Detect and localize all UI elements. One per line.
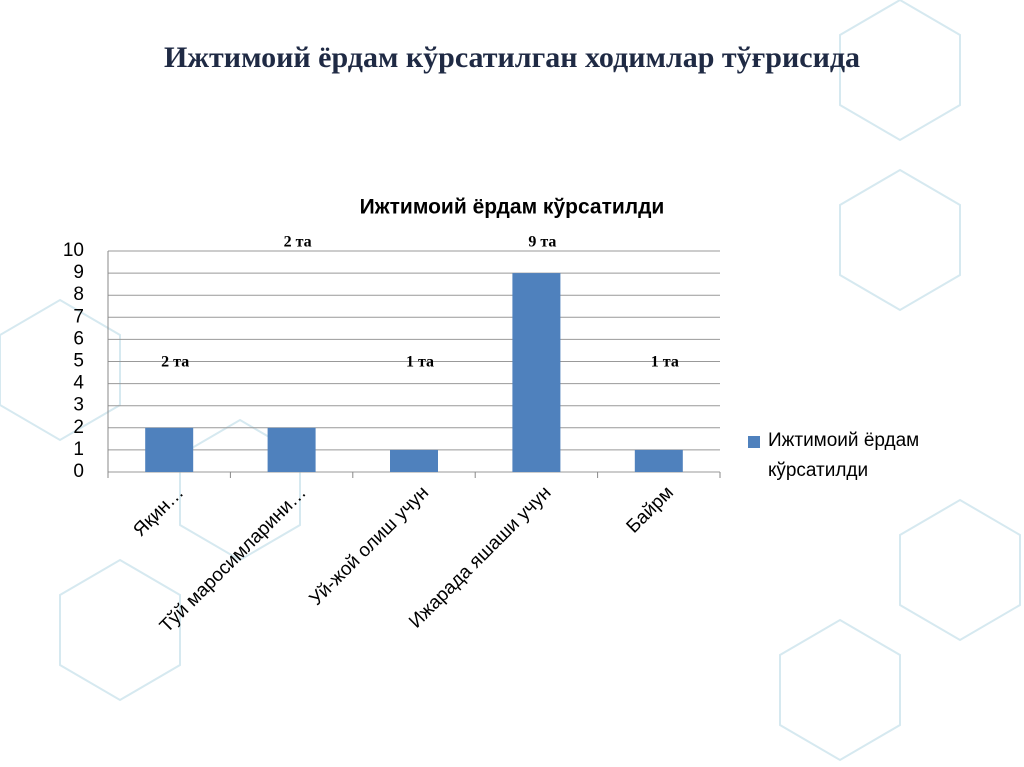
bar — [512, 273, 561, 472]
bar — [634, 449, 683, 472]
y-tick-label: 8 — [73, 284, 84, 305]
y-tick-label: 2 — [73, 417, 84, 438]
legend-swatch — [748, 436, 760, 448]
value-label: 2 та — [161, 354, 189, 371]
x-tick-label: Уй-жой олиш учун — [306, 482, 434, 610]
bar — [390, 449, 438, 472]
legend-label: Ижтимоий ёрдам кўрсатилди — [768, 430, 920, 481]
y-tick-label: 10 — [63, 240, 84, 261]
y-tick-label: 9 — [73, 262, 84, 283]
x-tick-label: Байрм — [623, 482, 678, 537]
x-tick-label: Ижарада яшаши учун — [405, 482, 555, 632]
y-tick-label: 7 — [73, 306, 84, 327]
y-tick-label: 0 — [73, 461, 84, 482]
value-label: 1 та — [406, 354, 434, 371]
y-tick-label: 3 — [73, 395, 84, 416]
y-tick-label: 4 — [73, 373, 84, 394]
value-label: 9 та — [528, 234, 556, 251]
bar — [145, 427, 194, 472]
y-tick-label: 1 — [73, 439, 84, 460]
y-tick-label: 5 — [73, 351, 84, 372]
y-tick-label: 6 — [73, 328, 84, 349]
slide-title: Ижтимоий ёрдам кўрсатилган ходимлар тўғр… — [164, 41, 860, 74]
bar — [267, 427, 316, 472]
legend: Ижтимоий ёрдам кўрсатилди — [748, 426, 978, 486]
chart-title: Ижтимоий ёрдам кўрсатилди — [360, 196, 665, 219]
value-label: 1 та — [651, 354, 679, 371]
value-label: 2 та — [284, 234, 312, 251]
